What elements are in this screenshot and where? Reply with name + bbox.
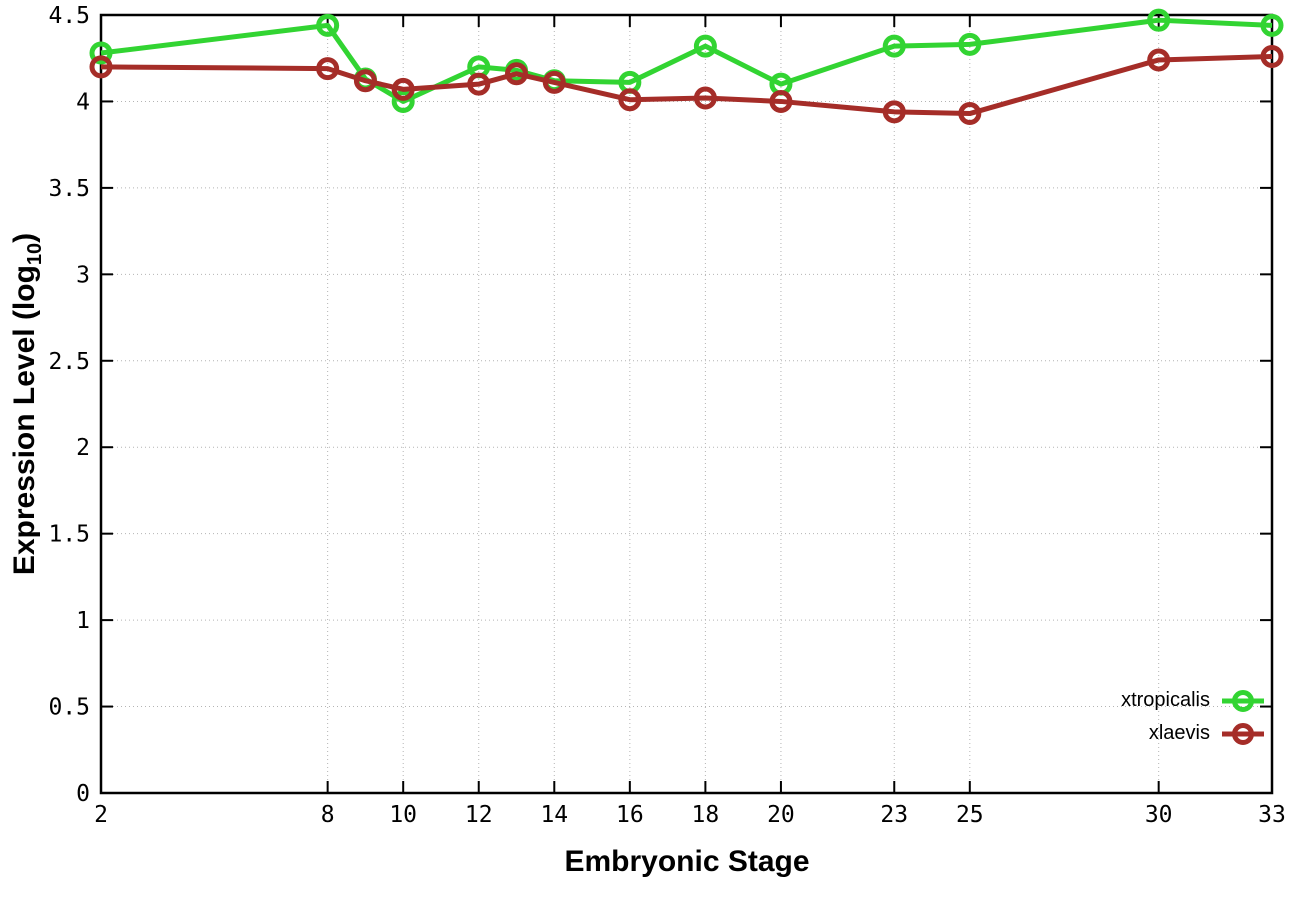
data-point-xtropicalis <box>1260 13 1284 37</box>
data-point-xlaevis <box>1147 48 1171 72</box>
y-tick-label: 0.5 <box>48 695 90 721</box>
data-point-xtropicalis <box>391 89 415 113</box>
data-point-xlaevis <box>958 102 982 126</box>
legend-item-xlaevis: xlaevis <box>1121 717 1266 750</box>
y-axis-title-text: Expression Level (log <box>8 265 41 576</box>
y-axis-title-suffix: ) <box>8 232 41 243</box>
y-tick-label: 4.5 <box>48 3 90 29</box>
y-tick-label: 4 <box>76 89 90 115</box>
data-point-xlaevis <box>391 77 415 101</box>
legend-marker-xlaevis <box>1222 722 1264 745</box>
y-axis-title: Expression Level (log10) <box>8 232 46 576</box>
y-tick-label: 0 <box>76 781 90 807</box>
data-point-xlaevis <box>882 100 906 124</box>
data-point-xtropicalis <box>89 41 113 65</box>
plot-border <box>99 13 1274 795</box>
data-point-xlaevis <box>693 86 717 110</box>
legend: xtropicalis xlaevis <box>1121 684 1266 750</box>
legend-item-xtropicalis: xtropicalis <box>1121 684 1266 717</box>
y-tick-label: 3 <box>76 262 90 288</box>
x-tick-label: 2 <box>94 802 108 828</box>
data-point-xtropicalis <box>1147 8 1171 32</box>
x-tick-label: 20 <box>767 802 795 828</box>
x-tick-label: 30 <box>1145 802 1173 828</box>
y-tick-label: 2 <box>76 435 90 461</box>
x-tick-label: 8 <box>321 802 335 828</box>
series-line-xtropicalis <box>100 17 1273 104</box>
y-tick-label: 2.5 <box>48 349 90 375</box>
x-tick-label: 14 <box>540 802 568 828</box>
data-point-xlaevis <box>505 62 529 86</box>
data-point-xlaevis <box>769 89 793 113</box>
x-tick-label: 23 <box>880 802 908 828</box>
data-point-xlaevis <box>316 57 340 81</box>
data-point-xtropicalis <box>882 34 906 58</box>
x-tick-label: 33 <box>1258 802 1286 828</box>
x-tick-label: 10 <box>389 802 417 828</box>
data-point-xlaevis <box>542 70 566 94</box>
data-point-xtropicalis <box>693 34 717 58</box>
y-axis-title-subscript: 10 <box>24 242 46 266</box>
data-point-xtropicalis <box>316 13 340 37</box>
legend-label-xtropicalis: xtropicalis <box>1121 689 1210 711</box>
series-line-xlaevis <box>100 53 1273 117</box>
data-point-xtropicalis <box>958 32 982 56</box>
x-tick-label: 18 <box>692 802 720 828</box>
data-point-xlaevis <box>618 88 642 112</box>
x-tick-label: 12 <box>465 802 493 828</box>
legend-marker-xtropicalis <box>1222 689 1264 712</box>
data-point-xlaevis <box>353 69 377 93</box>
y-tick-label: 1 <box>76 608 90 634</box>
data-point-xlaevis <box>1260 44 1284 68</box>
x-tick-label: 25 <box>956 802 984 828</box>
x-tick-label: 16 <box>616 802 644 828</box>
data-point-xlaevis <box>89 55 113 79</box>
data-point-xlaevis <box>467 72 491 96</box>
y-tick-label: 3.5 <box>48 176 90 202</box>
legend-label-xlaevis: xlaevis <box>1148 722 1210 744</box>
y-tick-label: 1.5 <box>48 522 90 548</box>
x-axis-title: Embryonic Stage <box>564 845 810 878</box>
